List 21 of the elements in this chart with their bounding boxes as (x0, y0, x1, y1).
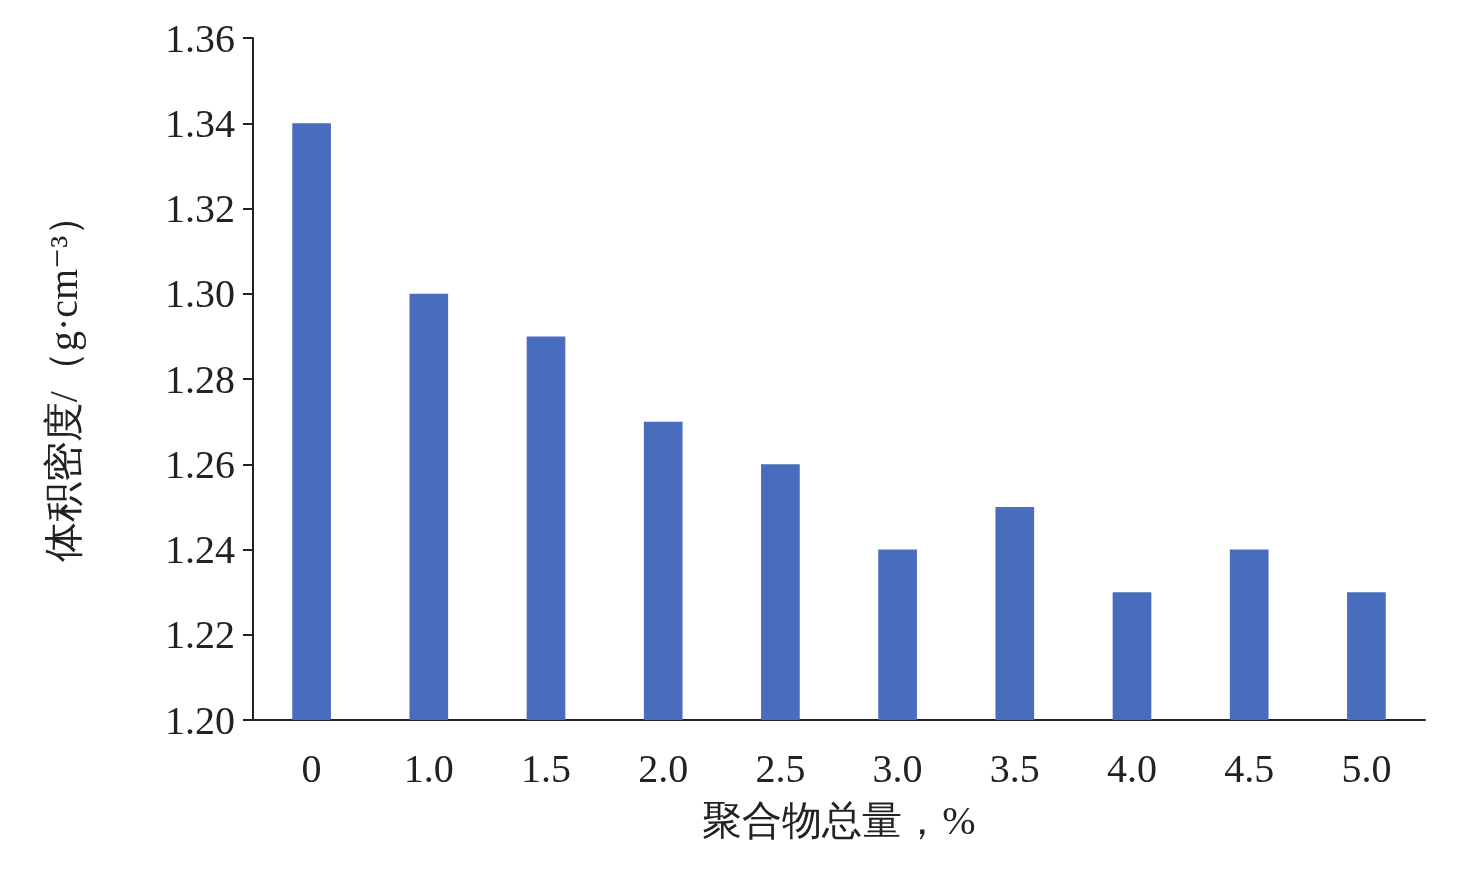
x-tick-label: 4.5 (1224, 745, 1275, 791)
x-tick-label: 3.0 (872, 745, 923, 791)
x-tick-label: 5.0 (1341, 745, 1392, 791)
x-tick-label: 2.0 (638, 745, 689, 791)
x-tick-label: 4.0 (1107, 745, 1157, 791)
x-tick-label: 1.0 (403, 745, 454, 791)
x-tick-label: 1.5 (521, 745, 571, 791)
y-tick-label: 1.22 (165, 612, 235, 658)
y-tick-label: 1.20 (165, 697, 235, 743)
y-tick-label: 1.36 (165, 15, 235, 61)
y-tick-label: 1.26 (165, 441, 235, 487)
x-tick-label: 2.5 (755, 745, 806, 791)
y-tick-label: 1.30 (165, 271, 235, 317)
y-tick-label: 1.32 (165, 186, 235, 231)
x-tick-label: 3.5 (989, 745, 1040, 791)
x-tick-label: 0 (301, 745, 322, 791)
y-axis-title: 体积密度/（g·cm⁻³） (40, 195, 86, 563)
y-tick-label: 1.34 (165, 100, 235, 146)
x-axis-title: 聚合物总量，% (702, 797, 976, 843)
y-tick-label: 1.28 (165, 356, 235, 402)
y-tick-label: 1.24 (165, 527, 235, 572)
